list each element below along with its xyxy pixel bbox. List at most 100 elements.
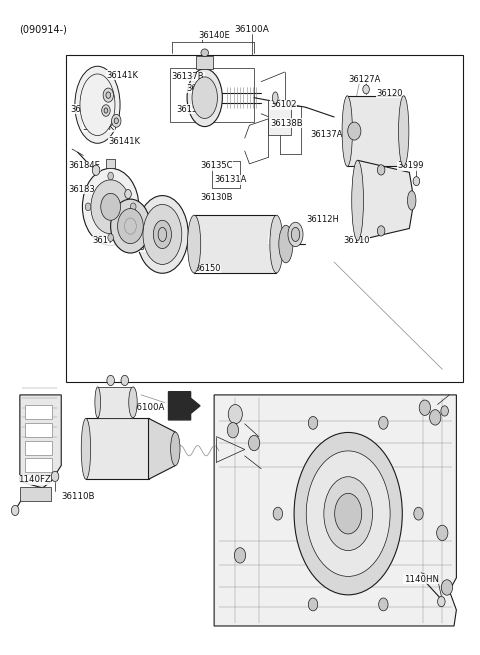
Ellipse shape xyxy=(170,432,180,466)
Circle shape xyxy=(108,234,113,242)
Circle shape xyxy=(85,203,91,211)
Circle shape xyxy=(308,598,318,611)
Ellipse shape xyxy=(111,199,150,253)
Text: 36146A: 36146A xyxy=(268,235,300,244)
Ellipse shape xyxy=(81,419,91,479)
Bar xyxy=(20,487,51,501)
Text: 36131A: 36131A xyxy=(214,176,247,184)
Circle shape xyxy=(228,422,239,438)
Ellipse shape xyxy=(129,387,137,418)
Text: 36100A: 36100A xyxy=(132,403,165,412)
Text: 36182: 36182 xyxy=(101,215,128,225)
Ellipse shape xyxy=(270,215,283,273)
Text: 36141K: 36141K xyxy=(106,71,138,80)
Circle shape xyxy=(413,177,420,185)
Ellipse shape xyxy=(352,160,363,240)
Text: 36141K: 36141K xyxy=(108,137,140,146)
Text: 36138B: 36138B xyxy=(271,119,303,128)
Text: 36137B: 36137B xyxy=(172,72,204,81)
Circle shape xyxy=(430,409,441,425)
Ellipse shape xyxy=(143,204,182,265)
Circle shape xyxy=(107,375,114,386)
Bar xyxy=(98,387,133,418)
Bar xyxy=(212,160,240,187)
Text: 36135C: 36135C xyxy=(200,161,232,170)
Circle shape xyxy=(377,226,385,236)
Ellipse shape xyxy=(408,191,416,210)
Text: 36130B: 36130B xyxy=(200,193,232,202)
Text: 36170A: 36170A xyxy=(134,243,167,252)
Ellipse shape xyxy=(111,115,121,127)
Text: 1140HN: 1140HN xyxy=(404,574,439,584)
Ellipse shape xyxy=(158,227,167,242)
Polygon shape xyxy=(148,419,175,479)
Text: 36199: 36199 xyxy=(397,161,424,170)
Circle shape xyxy=(108,172,113,180)
Circle shape xyxy=(51,472,59,481)
Circle shape xyxy=(438,597,445,607)
Bar xyxy=(106,159,115,168)
Text: 36137A: 36137A xyxy=(311,130,343,140)
Ellipse shape xyxy=(201,49,208,56)
Ellipse shape xyxy=(363,85,370,94)
Ellipse shape xyxy=(348,122,361,140)
Text: 36184E: 36184E xyxy=(68,161,100,170)
Text: 36110B: 36110B xyxy=(61,492,95,501)
Ellipse shape xyxy=(118,208,143,244)
Circle shape xyxy=(419,400,431,415)
Circle shape xyxy=(249,436,260,451)
Ellipse shape xyxy=(136,196,188,273)
Ellipse shape xyxy=(114,118,119,124)
Ellipse shape xyxy=(83,168,139,246)
Ellipse shape xyxy=(273,92,278,103)
Ellipse shape xyxy=(192,77,217,119)
Ellipse shape xyxy=(288,222,303,247)
Circle shape xyxy=(12,505,19,515)
Text: 36141K: 36141K xyxy=(83,122,114,132)
Circle shape xyxy=(234,548,246,563)
Bar xyxy=(194,215,276,273)
Text: 36150: 36150 xyxy=(194,264,220,273)
Text: 36102: 36102 xyxy=(271,100,297,109)
Circle shape xyxy=(273,507,283,520)
Bar xyxy=(86,419,149,479)
Text: 36183: 36183 xyxy=(68,185,95,194)
Bar xyxy=(24,423,52,437)
Bar xyxy=(24,405,52,419)
Circle shape xyxy=(437,525,448,540)
Circle shape xyxy=(414,507,423,520)
Polygon shape xyxy=(358,160,414,240)
Circle shape xyxy=(377,165,385,175)
Bar xyxy=(24,458,52,472)
Ellipse shape xyxy=(398,96,409,166)
Text: 36155H: 36155H xyxy=(177,105,209,114)
Text: 36145: 36145 xyxy=(186,84,213,92)
Ellipse shape xyxy=(187,69,222,126)
Circle shape xyxy=(441,580,453,595)
Polygon shape xyxy=(168,392,200,420)
Bar xyxy=(268,100,291,135)
Ellipse shape xyxy=(294,432,402,595)
Text: 1140FZ: 1140FZ xyxy=(18,475,51,484)
Circle shape xyxy=(121,375,129,386)
Text: (090914-): (090914-) xyxy=(19,24,67,35)
Ellipse shape xyxy=(80,74,115,136)
Ellipse shape xyxy=(103,88,113,102)
Text: 36127A: 36127A xyxy=(348,75,381,84)
Ellipse shape xyxy=(291,227,300,242)
Circle shape xyxy=(379,417,388,429)
Circle shape xyxy=(308,417,318,429)
Polygon shape xyxy=(214,395,456,626)
Circle shape xyxy=(125,189,132,198)
Ellipse shape xyxy=(324,477,372,551)
Text: 36120: 36120 xyxy=(376,88,403,98)
Ellipse shape xyxy=(95,387,100,418)
Ellipse shape xyxy=(124,218,136,234)
Ellipse shape xyxy=(91,180,131,234)
Ellipse shape xyxy=(102,105,110,117)
Ellipse shape xyxy=(306,451,390,576)
Text: 36140E: 36140E xyxy=(198,31,230,40)
Circle shape xyxy=(379,598,388,611)
Text: 36100A: 36100A xyxy=(234,24,269,33)
Circle shape xyxy=(441,406,448,416)
